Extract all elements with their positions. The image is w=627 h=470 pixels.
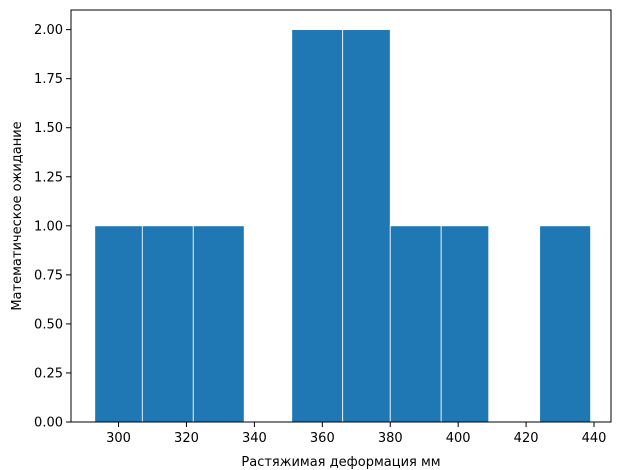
histogram-bar — [291, 29, 344, 423]
bars-group — [94, 29, 592, 423]
histogram-bar — [440, 225, 490, 423]
y-tick-label: 0.75 — [34, 268, 63, 283]
x-tick-label: 320 — [174, 431, 199, 446]
y-axis-label: Математическое ожидание — [10, 121, 25, 310]
x-tick-label: 300 — [106, 431, 131, 446]
x-tick-label: 420 — [514, 431, 539, 446]
x-tick-label: 380 — [378, 431, 403, 446]
x-ticks-group: 300 320 340 360 380 400 420 440 — [106, 422, 606, 446]
x-axis-label: Растяжимая деформация мм — [241, 455, 440, 470]
histogram-bar — [342, 29, 391, 423]
y-tick-label: 0.50 — [34, 317, 63, 332]
histogram-bar — [389, 225, 442, 423]
histogram-bar — [141, 225, 194, 423]
y-tick-label: 1.25 — [34, 170, 63, 185]
y-tick-label: 1.75 — [34, 72, 63, 87]
x-tick-label: 440 — [582, 431, 607, 446]
histogram-bar — [539, 225, 592, 423]
y-tick-label: 0.00 — [34, 416, 63, 431]
y-tick-label: 0.25 — [34, 366, 63, 381]
y-tick-label: 1.00 — [34, 219, 63, 234]
y-tick-label: 1.50 — [34, 121, 63, 136]
y-tick-label: 2.00 — [34, 23, 63, 38]
axes-frame — [70, 9, 612, 423]
histogram-bar — [94, 225, 143, 423]
x-tick-label: 340 — [242, 431, 267, 446]
x-tick-label: 400 — [446, 431, 471, 446]
x-tick-label: 360 — [310, 431, 335, 446]
histogram-bar — [192, 225, 245, 423]
y-ticks-group: 0.00 0.25 0.50 0.75 1.00 1.25 1.50 1.75 2.00 — [34, 23, 71, 431]
